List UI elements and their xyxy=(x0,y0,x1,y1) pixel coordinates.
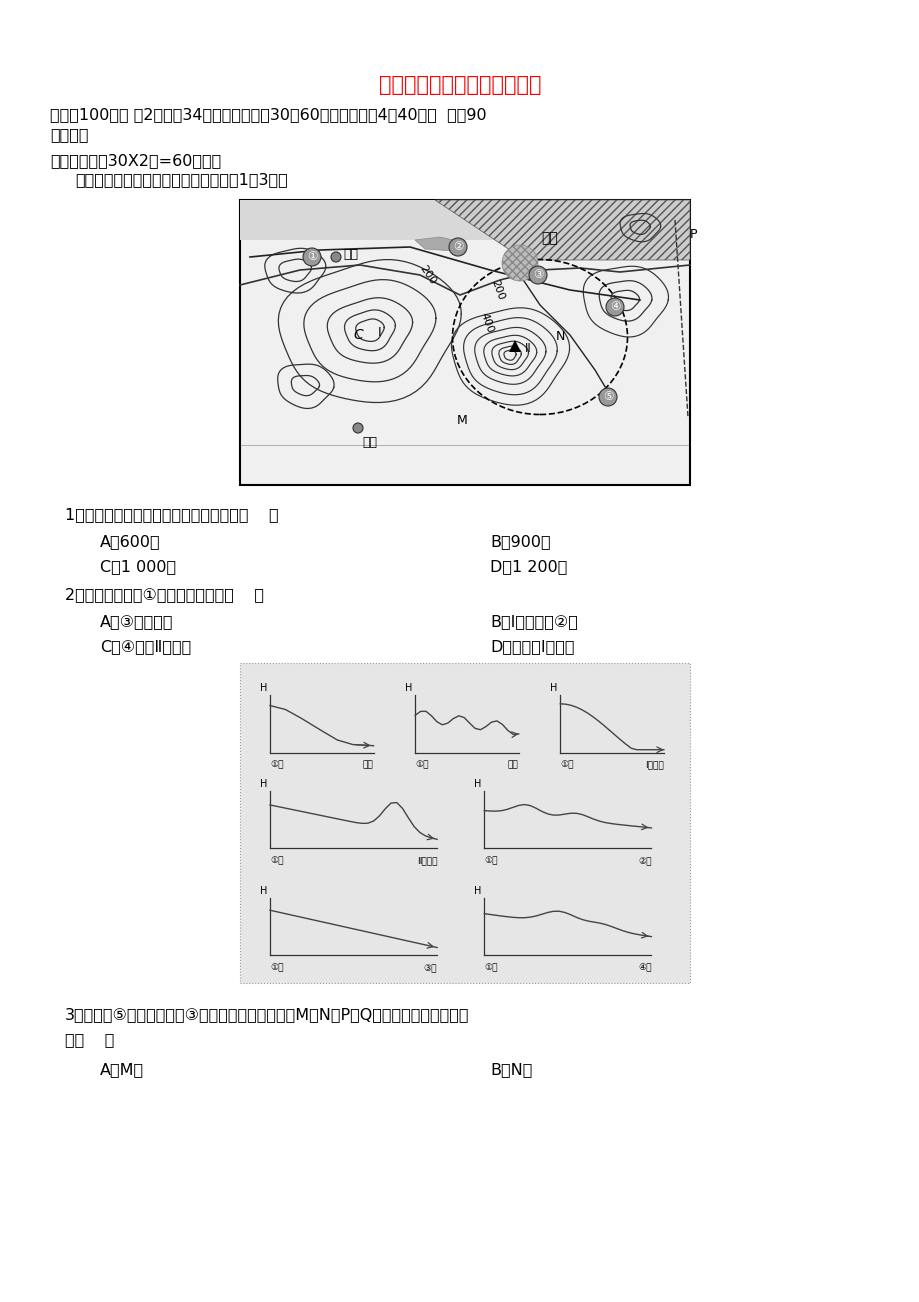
Text: ①处: ①处 xyxy=(269,963,283,973)
Text: P: P xyxy=(689,228,697,241)
Text: I: I xyxy=(378,327,381,340)
Text: N: N xyxy=(555,331,564,344)
Circle shape xyxy=(528,266,547,284)
Text: H: H xyxy=(259,684,267,693)
Circle shape xyxy=(302,247,321,266)
Text: 海洋: 海洋 xyxy=(541,230,558,245)
Text: 200: 200 xyxy=(417,263,437,286)
Text: H: H xyxy=(259,885,267,896)
Text: 分钟。）: 分钟。） xyxy=(50,128,88,142)
Text: 1．图示区域最高处与乙村的高差可能为（    ）: 1．图示区域最高处与乙村的高差可能为（ ） xyxy=(65,506,278,522)
Text: ①处: ①处 xyxy=(483,963,497,973)
Text: H: H xyxy=(473,885,481,896)
Text: Ⅰ山山顶: Ⅰ山山顶 xyxy=(644,760,664,769)
Text: ④镇: ④镇 xyxy=(637,963,651,973)
Bar xyxy=(240,663,689,983)
Text: 甲村: 甲村 xyxy=(362,760,373,769)
Text: 200: 200 xyxy=(489,279,505,302)
Text: C: C xyxy=(353,328,362,342)
Text: ②: ② xyxy=(452,241,463,254)
Text: ①处: ①处 xyxy=(414,760,428,769)
Circle shape xyxy=(353,423,363,434)
Text: ③: ③ xyxy=(532,268,542,281)
Text: C．1 000米: C．1 000米 xyxy=(100,559,176,574)
Text: C．④镇、Ⅱ山山顶: C．④镇、Ⅱ山山顶 xyxy=(100,639,191,654)
Polygon shape xyxy=(435,201,689,260)
Text: ①处: ①处 xyxy=(269,855,283,865)
Text: D．1 200米: D．1 200米 xyxy=(490,559,567,574)
Polygon shape xyxy=(414,237,464,251)
Text: 3．为了将⑤地的铁矿运到③镇附近加工出口，图中M、N、P、Q四条公路线设计合理的: 3．为了将⑤地的铁矿运到③镇附近加工出口，图中M、N、P、Q四条公路线设计合理的 xyxy=(65,1006,469,1022)
Text: A．600米: A．600米 xyxy=(100,534,161,549)
Text: 是（    ）: 是（ ） xyxy=(65,1032,114,1047)
Text: ①处: ①处 xyxy=(560,760,573,769)
Text: ⑤: ⑤ xyxy=(602,391,613,404)
Text: 乙村: 乙村 xyxy=(343,249,357,262)
Text: H: H xyxy=(259,779,267,789)
Bar xyxy=(240,201,689,486)
Text: ①处: ①处 xyxy=(483,855,497,865)
Circle shape xyxy=(448,238,467,256)
Text: H: H xyxy=(473,779,481,789)
Circle shape xyxy=(502,245,538,281)
Text: 高三学年第一次月考地理试卷: 高三学年第一次月考地理试卷 xyxy=(379,76,540,95)
Circle shape xyxy=(606,298,623,316)
Text: （满分100分。 共2个大题34个小题，选择题30个60分，非选择题4个40分。  时间90: （满分100分。 共2个大题34个小题，选择题30个60分，非选择题4个40分。… xyxy=(50,107,486,122)
Text: 读某地区等高线（单位：米）图，完成1～3题。: 读某地区等高线（单位：米）图，完成1～3题。 xyxy=(75,172,288,187)
Text: ①: ① xyxy=(306,250,317,263)
Text: D．甲村、Ⅰ山山顶: D．甲村、Ⅰ山山顶 xyxy=(490,639,573,654)
Text: ③镇: ③镇 xyxy=(423,963,437,973)
Text: B．900米: B．900米 xyxy=(490,534,550,549)
Text: A．③镇、乙村: A．③镇、乙村 xyxy=(100,615,174,629)
Text: 乙村: 乙村 xyxy=(507,760,518,769)
Circle shape xyxy=(598,388,617,406)
Polygon shape xyxy=(508,340,520,352)
Text: ④: ④ xyxy=(609,301,619,314)
Text: Ⅱ山山顶: Ⅱ山山顶 xyxy=(416,855,437,865)
Text: H: H xyxy=(404,684,412,693)
Text: 甲村: 甲村 xyxy=(362,436,377,449)
Text: H: H xyxy=(550,684,557,693)
Polygon shape xyxy=(240,201,689,240)
Text: B．Ⅰ山山顶、②镇: B．Ⅰ山山顶、②镇 xyxy=(490,615,577,629)
Text: B．N线: B．N线 xyxy=(490,1062,532,1077)
Text: 400: 400 xyxy=(478,311,494,335)
Text: Ⅱ: Ⅱ xyxy=(525,342,530,355)
Text: 2．下列地点位于①处视野范围的是（    ）: 2．下列地点位于①处视野范围的是（ ） xyxy=(65,587,264,602)
Text: 一、选择题（30X2分=60分）：: 一、选择题（30X2分=60分）： xyxy=(50,154,221,168)
Circle shape xyxy=(331,253,341,262)
Text: ②镇: ②镇 xyxy=(637,855,651,865)
Text: ①处: ①处 xyxy=(269,760,283,769)
Text: M: M xyxy=(456,414,467,427)
Text: A．M线: A．M线 xyxy=(100,1062,144,1077)
